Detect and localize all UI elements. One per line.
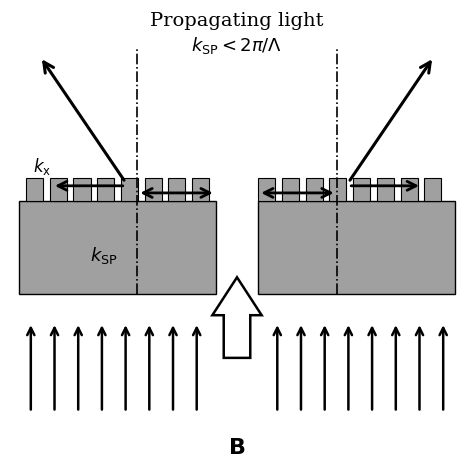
Bar	[258, 178, 275, 201]
Text: $\mathbf{B}$: $\mathbf{B}$	[228, 437, 246, 459]
Text: $k_{\mathrm{SP}}$: $k_{\mathrm{SP}}$	[91, 246, 118, 266]
Bar	[377, 178, 394, 201]
Bar	[19, 201, 216, 294]
Bar	[97, 178, 114, 201]
Bar	[329, 178, 346, 201]
Bar	[121, 178, 138, 201]
Bar	[26, 178, 43, 201]
Bar	[258, 201, 455, 294]
Text: $k_{\mathrm{x}}$: $k_{\mathrm{x}}$	[33, 156, 51, 177]
Bar	[282, 178, 299, 201]
Bar	[192, 178, 209, 201]
Text: Propagating light: Propagating light	[150, 12, 324, 30]
Bar	[401, 178, 418, 201]
Bar	[168, 178, 185, 201]
Bar	[73, 178, 91, 201]
Text: $k_{\mathrm{SP}} < 2\pi/\Lambda$: $k_{\mathrm{SP}} < 2\pi/\Lambda$	[191, 35, 283, 55]
Bar	[50, 178, 67, 201]
Polygon shape	[212, 277, 262, 358]
Bar	[353, 178, 370, 201]
Bar	[145, 178, 162, 201]
Bar	[424, 178, 441, 201]
Bar	[306, 178, 323, 201]
